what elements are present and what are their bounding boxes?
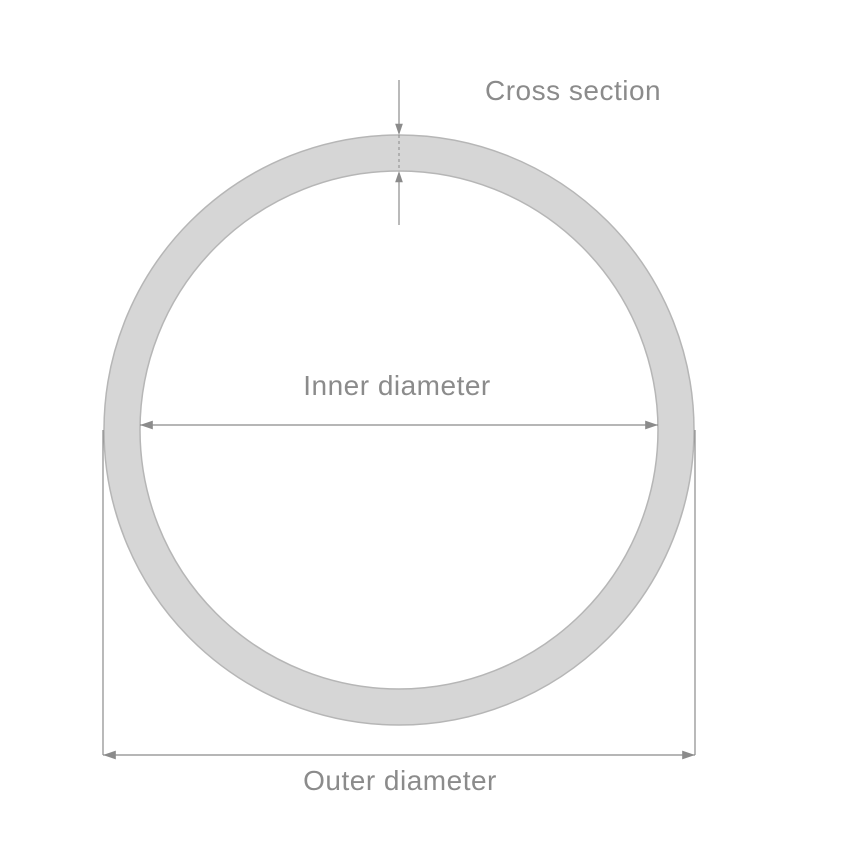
cross-section-label: Cross section bbox=[485, 75, 661, 106]
outer-diameter-label: Outer diameter bbox=[303, 765, 497, 796]
inner-diameter-label: Inner diameter bbox=[303, 370, 491, 401]
